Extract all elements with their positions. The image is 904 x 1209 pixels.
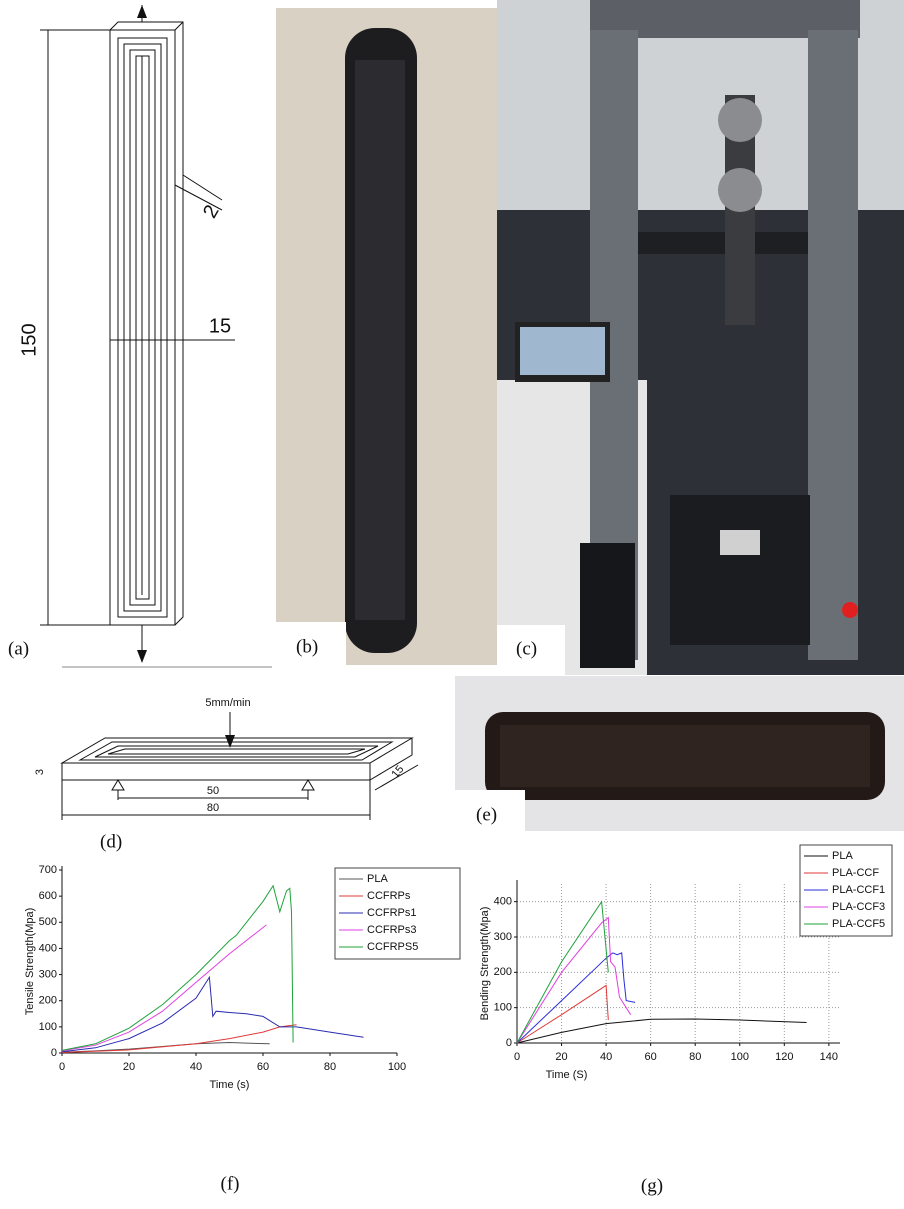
series-line [62, 925, 266, 1051]
panel-label: (g) [641, 1175, 663, 1196]
legend-label: PLA [832, 850, 853, 862]
series-line [517, 918, 631, 1043]
y-tick-label: 400 [39, 942, 57, 954]
y-tick-label: 600 [39, 890, 57, 902]
panel-label: (d) [100, 831, 122, 852]
x-tick-label: 60 [257, 1061, 269, 1073]
series-line [517, 1019, 807, 1043]
legend-label: CCFRPs1 [367, 907, 417, 919]
drawing-d: 5mm/min 3 50 80 15 (d) [34, 697, 418, 852]
photo-b: (b) [276, 8, 497, 665]
dim-thickness: 3 [34, 769, 46, 775]
series-line [62, 1025, 297, 1053]
x-tick-label: 40 [600, 1051, 612, 1063]
x-tick-label: 80 [324, 1061, 336, 1073]
y-tick-label: 200 [39, 995, 57, 1007]
dim-length: 80 [207, 802, 219, 814]
y-tick-label: 300 [494, 931, 512, 943]
photo-e: (e) [455, 676, 904, 831]
panel-label: (c) [516, 638, 537, 659]
x-tick-label: 80 [689, 1051, 701, 1063]
legend-label: PLA [367, 873, 388, 885]
x-tick-label: 140 [820, 1051, 838, 1063]
legend-label: PLA-CCF5 [832, 918, 885, 930]
legend-label: PLA-CCF1 [832, 884, 885, 896]
photo-c: (c) [497, 0, 904, 675]
legend-label: CCFRPs3 [367, 924, 417, 936]
y-tick-label: 0 [51, 1047, 57, 1059]
series-line [517, 985, 608, 1043]
panel-label: (f) [221, 1173, 240, 1194]
y-tick-label: 300 [39, 968, 57, 980]
drawing-a: 150 15 2 (a) [8, 5, 272, 667]
x-tick-label: 20 [123, 1061, 135, 1073]
figure: 150 15 2 (a) (b) (c) [0, 0, 904, 1209]
legend-label: PLA-CCF3 [832, 901, 885, 913]
panel-label: (b) [296, 636, 318, 657]
x-axis-title: Time (s) [210, 1079, 250, 1091]
y-axis-title: Tensile Strength(Mpa) [24, 908, 36, 1016]
x-tick-label: 0 [59, 1061, 65, 1073]
dim-span: 50 [207, 785, 219, 797]
legend-label: CCFRPs [367, 890, 411, 902]
x-tick-label: 100 [731, 1051, 749, 1063]
legend-label: CCFRPS5 [367, 941, 418, 953]
y-tick-label: 400 [494, 896, 512, 908]
x-tick-label: 120 [775, 1051, 793, 1063]
legend-label: PLA-CCF [832, 867, 879, 879]
dim-speed: 5mm/min [205, 697, 250, 709]
y-tick-label: 100 [494, 1002, 512, 1014]
panel-label: (e) [476, 804, 497, 825]
y-tick-label: 700 [39, 864, 57, 876]
dim-width: 15 [389, 763, 406, 780]
y-tick-label: 500 [39, 916, 57, 928]
y-tick-label: 0 [506, 1037, 512, 1049]
y-tick-label: 100 [39, 1021, 57, 1033]
x-axis-title: Time (S) [546, 1069, 588, 1081]
series-line [62, 886, 293, 1051]
dim-length: 150 [18, 323, 40, 356]
x-tick-label: 60 [645, 1051, 657, 1063]
x-tick-label: 40 [190, 1061, 202, 1073]
dim-width: 15 [209, 315, 231, 337]
x-tick-label: 20 [555, 1051, 567, 1063]
x-tick-label: 100 [388, 1061, 406, 1073]
y-axis-title: Bending Strength(Mpa) [479, 907, 491, 1021]
x-tick-label: 0 [514, 1051, 520, 1063]
y-tick-label: 200 [494, 966, 512, 978]
panel-label: (a) [8, 638, 29, 659]
